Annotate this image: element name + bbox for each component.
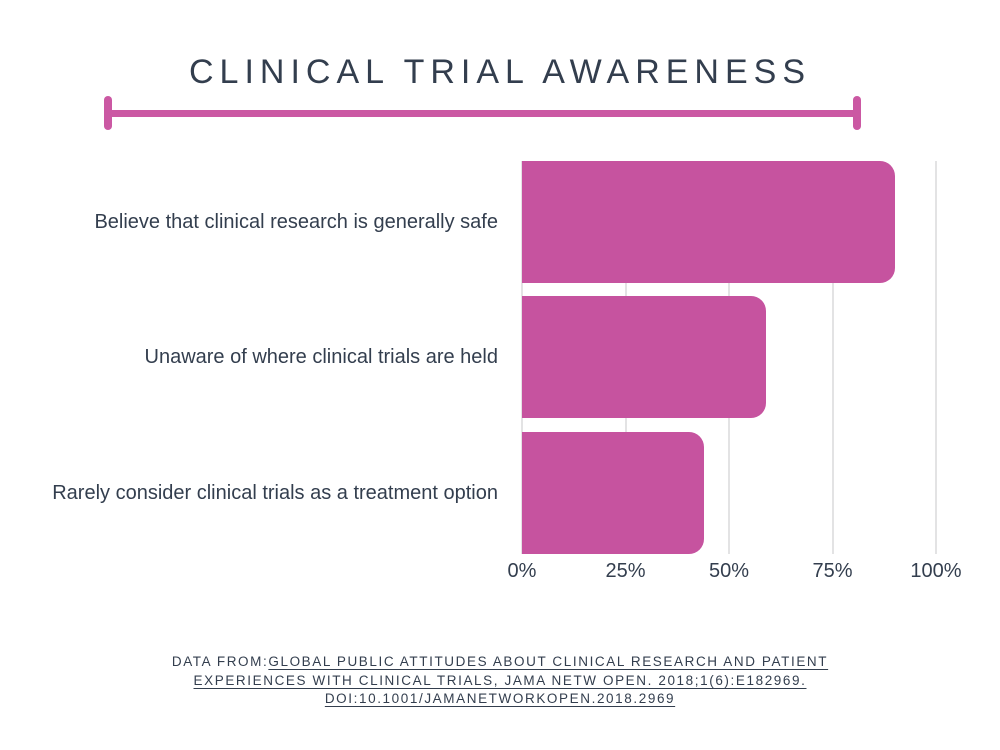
citation-prefix: DATA FROM: [171, 654, 269, 669]
citation-line-3: DOI:10.1001/JAMANETWORKOPEN.2018.2969 [0, 690, 1000, 709]
category-label-rarely-consider: Rarely consider clinical trials as a tre… [52, 481, 498, 504]
source-citation: DATA FROM:GLOBAL PUBLIC ATTITUDES ABOUT … [0, 653, 1000, 709]
gridline-100pct [935, 161, 937, 554]
bar-believe-safe [522, 161, 895, 283]
x-axis-tick-0: 0% [507, 560, 537, 582]
gridline-75pct [831, 161, 834, 554]
title-divider [104, 96, 861, 130]
chart-title: CLINICAL TRIAL AWARENESS [188, 53, 812, 91]
plot-area: 0% 25% 50% 75% 100% [508, 161, 962, 582]
source-link-line-2[interactable]: EXPERIENCES WITH CLINICAL TRIALS, JAMA N… [193, 672, 807, 688]
source-link-line-3[interactable]: DOI:10.1001/JAMANETWORKOPEN.2018.2969 [324, 691, 676, 706]
citation-line-1: DATA FROM:GLOBAL PUBLIC ATTITUDES ABOUT … [0, 653, 1000, 672]
x-axis-tick-100: 100% [910, 560, 962, 582]
category-label-believe-safe: Believe that clinical research is genera… [94, 210, 498, 233]
divider-rule [112, 109, 853, 117]
divider-left-cap [104, 96, 112, 130]
category-label-unaware-where-held: Unaware of where clinical trials are hel… [144, 345, 499, 368]
citation-line-2: EXPERIENCES WITH CLINICAL TRIALS, JAMA N… [0, 672, 1000, 691]
source-link-line-1[interactable]: GLOBAL PUBLIC ATTITUDES ABOUT CLINICAL R… [268, 654, 829, 669]
x-axis-tick-75: 75% [812, 560, 853, 582]
x-axis-tick-25: 25% [605, 560, 646, 582]
divider-right-cap [853, 96, 861, 130]
bar-unaware-where-held [522, 296, 767, 418]
bar-rarely-consider [522, 432, 705, 554]
x-axis-tick-50: 50% [708, 560, 750, 582]
